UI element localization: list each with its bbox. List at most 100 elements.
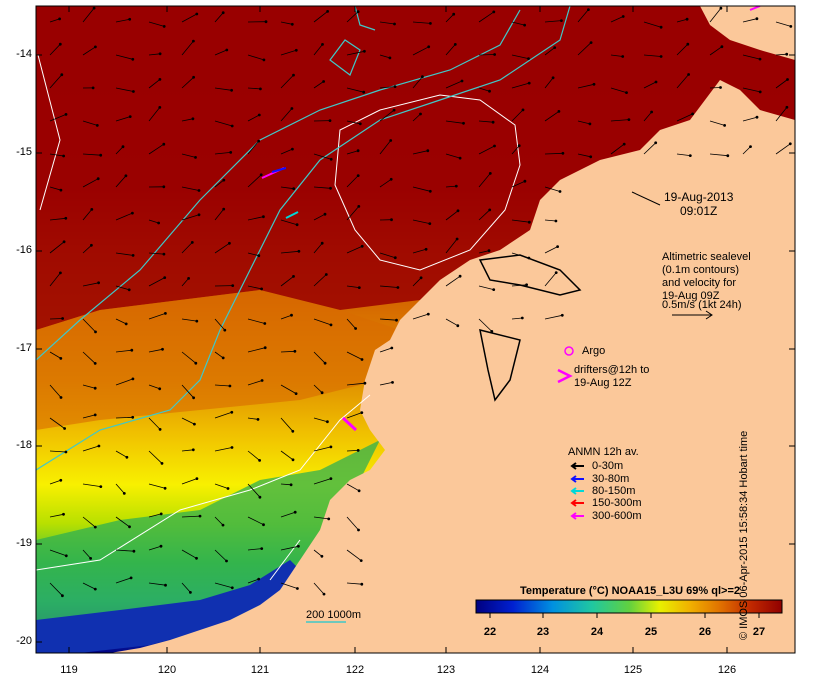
velocity-vector-head	[393, 22, 396, 26]
velocity-vector	[346, 245, 363, 254]
velocity-vector-head	[427, 45, 431, 49]
velocity-vector-head	[561, 151, 565, 155]
velocity-vector-head	[421, 75, 424, 79]
velocity-vector-head	[490, 330, 494, 333]
velocity-vector	[280, 276, 294, 287]
velocity-vector	[148, 252, 164, 255]
velocity-vector-head	[94, 45, 97, 49]
velocity-vector	[313, 186, 331, 189]
velocity-vector	[313, 44, 323, 56]
velocity-vector-head	[225, 559, 228, 563]
velocity-vector-head	[517, 144, 521, 148]
velocity-vector	[346, 175, 359, 188]
velocity-vector	[313, 81, 324, 89]
velocity-vector-head	[395, 318, 398, 322]
velocity-vector	[379, 347, 392, 353]
velocity-vector	[742, 116, 758, 122]
velocity-vector-head	[192, 39, 195, 43]
x-tick-label: 122	[345, 664, 365, 676]
velocity-vector	[709, 153, 728, 157]
velocity-vector-head	[260, 379, 264, 382]
velocity-vector-head	[131, 415, 135, 419]
velocity-vector-head	[622, 142, 626, 146]
bathy-contour	[36, 6, 571, 471]
velocity-vector-head	[297, 249, 301, 253]
velocity-vector-head	[357, 489, 361, 493]
velocity-vector	[115, 87, 134, 92]
green-band	[36, 440, 380, 620]
velocity-vector-head	[786, 78, 789, 81]
velocity-vector-head	[487, 249, 491, 253]
velocity-vector-head	[458, 274, 462, 278]
velocity-vector-head	[557, 110, 561, 113]
velocity-vector-head	[491, 120, 495, 124]
velocity-vector-head	[194, 361, 198, 365]
velocity-vector	[49, 549, 67, 557]
velocity-vector	[214, 516, 224, 526]
velocity-vector-head	[162, 142, 166, 146]
velocity-vector-head	[289, 483, 293, 487]
velocity-vector-head	[222, 178, 226, 182]
velocity-vector	[313, 213, 326, 221]
velocity-vector	[82, 209, 93, 221]
velocity-vector-head	[157, 221, 161, 225]
velocity-vector-head	[60, 73, 64, 77]
drifter-track	[749, 6, 761, 11]
velocity-vector	[478, 87, 490, 92]
velocity-vector-head	[195, 12, 199, 16]
velocity-vector-head	[758, 57, 762, 61]
velocity-vector	[181, 549, 197, 559]
velocity-vector-head	[258, 495, 262, 499]
velocity-vector-head	[686, 42, 690, 46]
velocity-vector	[676, 43, 689, 56]
velocity-vector-head	[58, 17, 61, 21]
velocity-vector	[379, 54, 391, 59]
velocity-vector	[214, 12, 224, 23]
velocity-vector	[181, 318, 197, 322]
velocity-vector	[379, 21, 395, 25]
velocity-vector-head	[297, 544, 300, 548]
velocity-vector	[181, 214, 200, 221]
velocity-vector-head	[428, 222, 432, 226]
velocity-vector-head	[452, 12, 456, 16]
velocity-vector-head	[195, 556, 198, 560]
velocity-vector-head	[453, 43, 457, 46]
velocity-vector	[742, 87, 761, 93]
velocity-vector-head	[560, 313, 564, 317]
velocity-vector	[247, 285, 262, 290]
velocity-vector	[313, 516, 329, 520]
velocity-vector	[148, 143, 165, 155]
velocity-vector-head	[295, 223, 299, 227]
argo-label: Argo	[582, 345, 606, 357]
velocity-vector	[82, 351, 96, 364]
velocity-vector	[181, 515, 201, 518]
velocity-vector	[544, 219, 556, 222]
velocity-vector	[280, 582, 298, 589]
velocity-vector	[49, 479, 61, 485]
velocity-vector-head	[390, 218, 393, 222]
velocity-vector	[445, 13, 454, 23]
velocity-vector	[181, 449, 194, 452]
blue-coast	[36, 560, 300, 653]
velocity-vector	[544, 20, 562, 23]
velocity-vector	[247, 174, 262, 188]
velocity-vector-head	[554, 219, 558, 223]
velocity-vector	[346, 450, 359, 452]
velocity-vector-head	[357, 205, 361, 208]
velocity-vector-head	[323, 361, 327, 365]
velocity-vector-head	[520, 316, 524, 320]
velocity-vector	[214, 582, 233, 589]
velocity-vector	[82, 582, 96, 590]
velocity-vector-head	[228, 241, 231, 245]
velocity-vector	[247, 216, 264, 221]
y-axis-ticks	[36, 54, 795, 643]
velocity-vector-head	[62, 512, 65, 516]
velocity-vector-head	[291, 147, 294, 151]
velocity-vector	[610, 54, 623, 57]
velocity-vector-head	[163, 276, 167, 279]
velocity-vector-head	[159, 512, 163, 516]
anmn-legend-item: 150-300m	[592, 497, 642, 509]
velocity-vector	[115, 252, 134, 256]
velocity-vector	[379, 140, 392, 155]
velocity-vector-head	[221, 356, 225, 360]
